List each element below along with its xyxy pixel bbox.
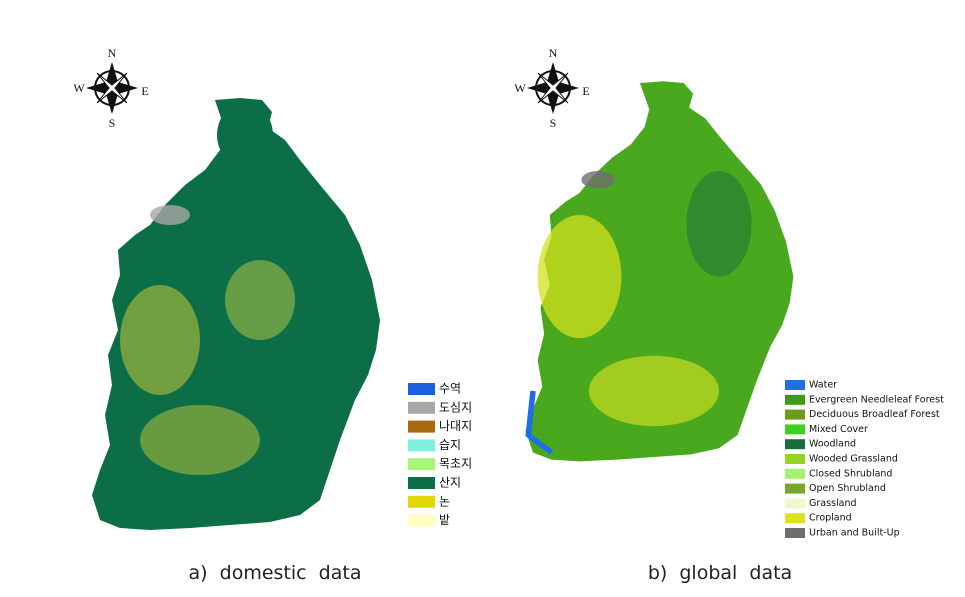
compass-star-inner [537, 72, 569, 104]
legend-label: 논 [439, 494, 450, 508]
legend-swatch [408, 458, 435, 471]
legend-swatch [785, 409, 805, 420]
map-domestic [92, 98, 380, 530]
compass-s: S [109, 116, 116, 130]
texture [225, 260, 295, 340]
compass-e: E [582, 84, 589, 98]
legend-swatch [785, 468, 805, 479]
legend-swatch [785, 513, 805, 524]
compass: N S W E [514, 46, 589, 130]
legend-swatch [785, 380, 805, 390]
legend-swatch [785, 528, 805, 538]
legend-swatch [785, 483, 805, 494]
legend-swatch [785, 454, 805, 464]
legend-swatch [408, 477, 435, 489]
compass-n: N [549, 46, 558, 60]
legend-swatch [408, 420, 435, 433]
legend-swatch [785, 498, 805, 509]
legend-label: Closed Shrubland [809, 468, 892, 479]
legend-swatch [408, 495, 435, 508]
legend-swatch [785, 424, 805, 435]
map-global [525, 81, 794, 462]
legend-label: 나대지 [439, 419, 472, 433]
texture [217, 103, 273, 167]
compass-w: W [73, 81, 85, 95]
texture [537, 215, 622, 339]
texture [150, 205, 190, 225]
legend-swatch [785, 394, 805, 405]
compass-star-inner [96, 72, 128, 104]
compass: N S W E [73, 46, 148, 130]
legend-label: Deciduous Broadleaf Forest [809, 409, 940, 420]
legend: Water Evergreen Needleleaf Forest Deciduou… [785, 380, 944, 539]
texture [686, 171, 752, 277]
compass-e: E [141, 84, 148, 98]
legend-label: 밭 [439, 513, 450, 527]
legend-swatch [408, 439, 435, 452]
legend-label: Evergreen Needleleaf Forest [809, 394, 944, 405]
texture [581, 171, 615, 189]
legend-label: Urban and Built-Up [809, 528, 900, 539]
legend-label: Water [809, 380, 837, 391]
legend-label: 수역 [439, 382, 461, 396]
legend-label: Grassland [809, 498, 857, 509]
texture [120, 285, 200, 395]
legend-label: Cropland [809, 513, 852, 524]
caption: b) global data [648, 562, 792, 584]
legend-label: 목초지 [439, 457, 472, 471]
legend-swatch [785, 439, 805, 450]
legend-swatch [408, 401, 435, 414]
legend-label: Mixed Cover [809, 424, 868, 435]
compass-s: S [550, 116, 557, 130]
legend-label: 도심지 [439, 400, 472, 414]
compass-w: W [514, 81, 526, 95]
texture [140, 405, 260, 475]
texture [588, 355, 719, 427]
coast-water [525, 390, 554, 455]
legend-swatch [408, 383, 435, 395]
legend-swatch [408, 514, 435, 527]
legend-label: Open Shrubland [809, 483, 886, 494]
legend-label: 습지 [439, 438, 461, 452]
compass-n: N [108, 46, 117, 60]
legend-label: Woodland [809, 439, 856, 450]
legend-label: Wooded Grassland [809, 454, 898, 465]
caption: a) domestic data [189, 562, 362, 584]
legend-label: 산지 [439, 476, 461, 490]
